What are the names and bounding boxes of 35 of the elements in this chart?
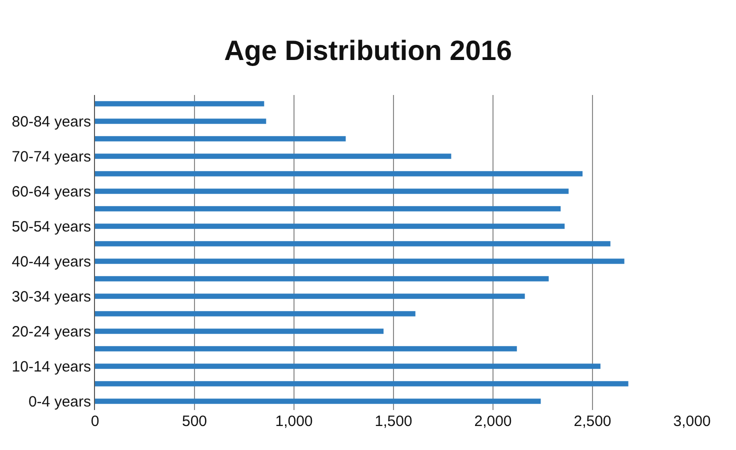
bar: [95, 136, 346, 142]
bar: [95, 294, 525, 299]
y-tick-label: 10-14 years: [12, 358, 91, 376]
bar: [95, 118, 266, 124]
y-tick-label: 80-84 years: [12, 114, 91, 130]
bar: [95, 154, 452, 159]
bar: [95, 364, 600, 369]
y-tick-label: 30-34 years: [12, 288, 91, 306]
bar: [95, 206, 561, 212]
bar: [95, 276, 549, 282]
x-tick-label: 0: [90, 413, 100, 430]
bar: [95, 381, 628, 386]
bar: [95, 171, 583, 176]
y-tick-label: 20-24 years: [12, 324, 91, 340]
bar: [95, 188, 569, 194]
bar: [95, 224, 565, 229]
x-tick-label: 3,000: [673, 413, 711, 430]
bar: [95, 311, 416, 316]
y-tick-label: 40-44 years: [12, 254, 91, 270]
x-tick-label: 500: [182, 413, 208, 430]
y-tick-label: 50-54 years: [12, 218, 91, 236]
bar: [95, 346, 517, 352]
y-tick-label: 70-74 years: [12, 148, 91, 166]
x-tick-label: 2,500: [574, 413, 612, 430]
chart-title: Age Distribution 2016: [224, 35, 512, 66]
x-tick-label: 2,000: [474, 413, 512, 430]
bar: [95, 328, 384, 334]
x-tick-label: 1,000: [275, 413, 313, 430]
x-tick-label: 1,500: [374, 413, 412, 430]
bar: [95, 398, 541, 404]
bar: [95, 258, 624, 264]
bar: [95, 241, 610, 246]
y-tick-label: 60-64 years: [12, 184, 91, 200]
bar: [95, 101, 264, 106]
y-tick-label: 0-4 years: [28, 394, 91, 410]
